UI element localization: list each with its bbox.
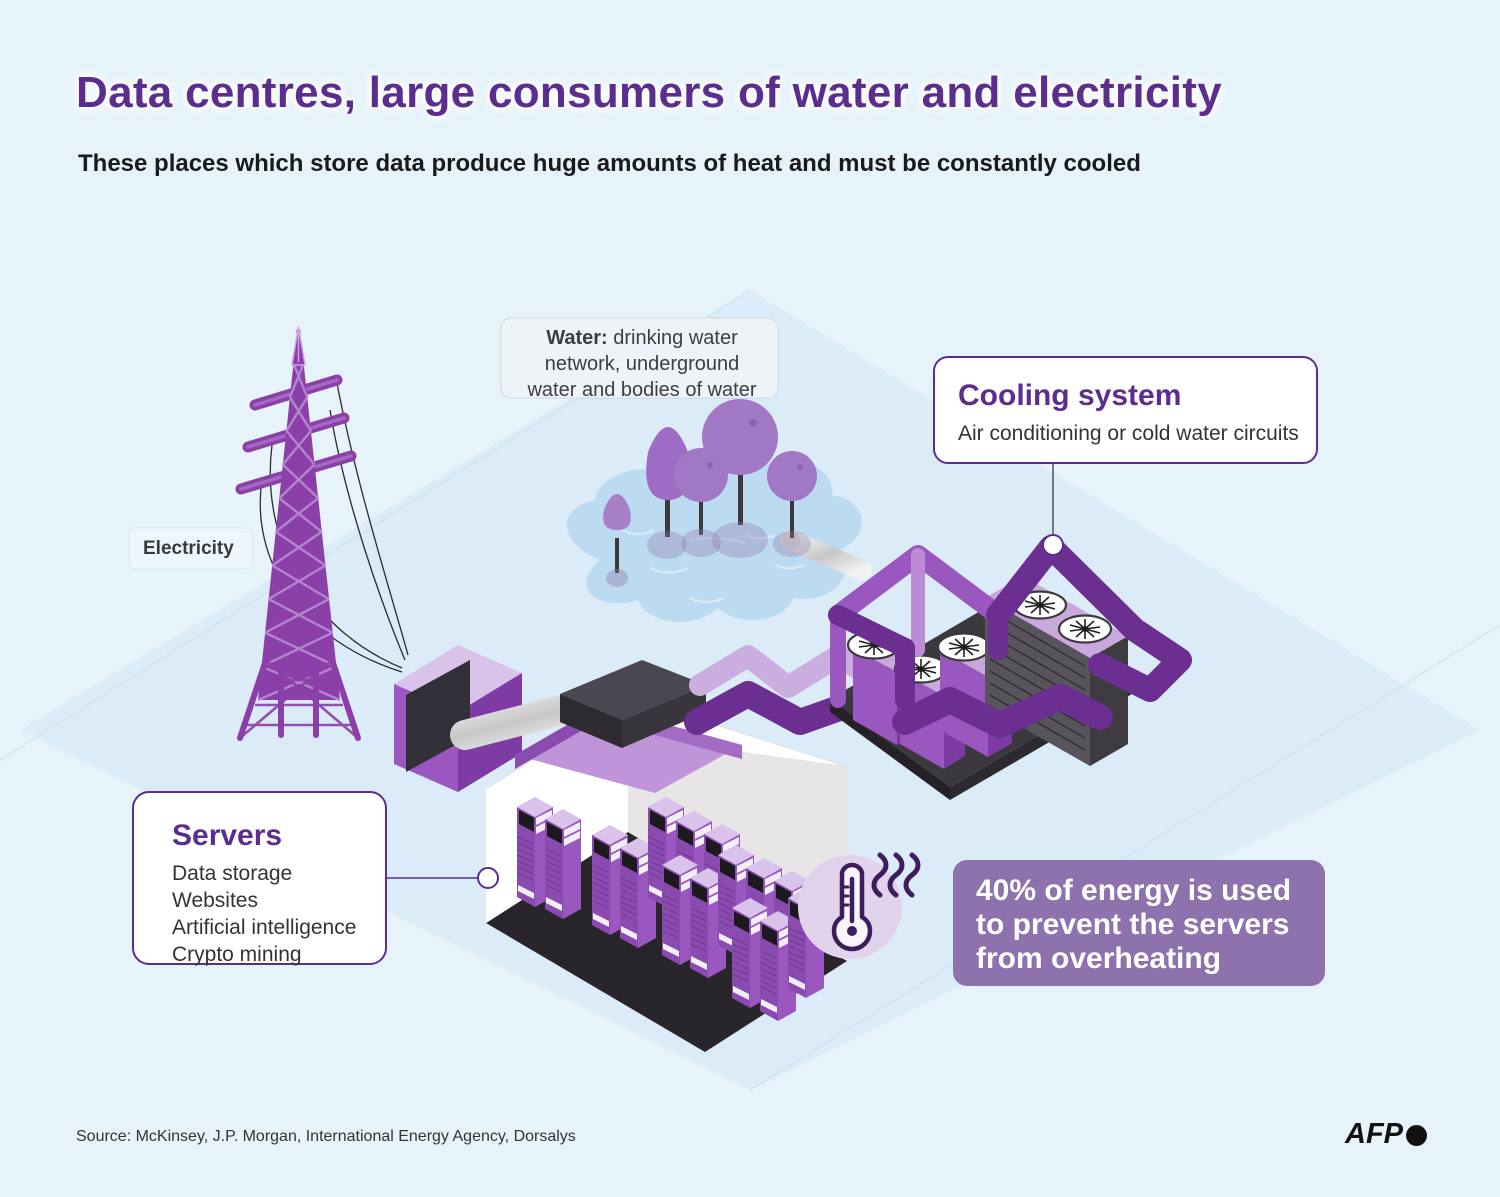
svg-text:Cooling system: Cooling system [958, 379, 1181, 412]
svg-text:network, underground: network, underground [545, 353, 740, 375]
svg-text:water and bodies of water: water and bodies of water [526, 379, 756, 401]
svg-text:Data storage: Data storage [172, 862, 292, 885]
svg-text:Electricity: Electricity [143, 538, 234, 559]
svg-text:Air conditioning or cold water: Air conditioning or cold water circuits [958, 422, 1299, 445]
svg-text:Websites: Websites [172, 889, 258, 912]
svg-text:from overheating: from overheating [976, 942, 1221, 975]
svg-text:Artificial intelligence: Artificial intelligence [172, 916, 356, 939]
svg-text:40% of energy is used: 40% of energy is used [976, 874, 1291, 907]
svg-text:Water: drinking water: Water: drinking water [546, 327, 738, 349]
svg-text:to prevent the servers: to prevent the servers [976, 908, 1289, 941]
svg-text:Servers: Servers [172, 819, 282, 852]
svg-text:Crypto mining: Crypto mining [172, 943, 302, 966]
